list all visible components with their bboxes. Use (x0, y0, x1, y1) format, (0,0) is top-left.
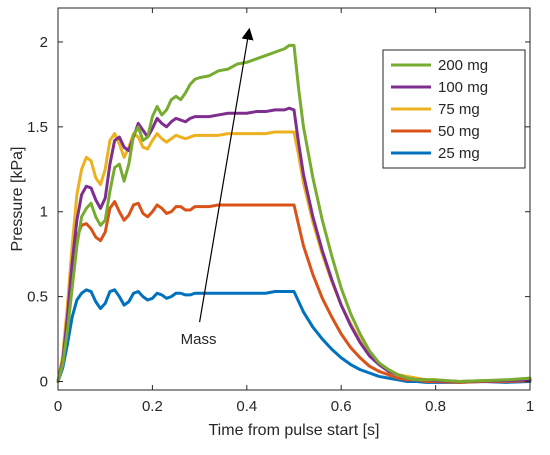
x-tick-label: 0.4 (236, 398, 257, 415)
legend-entry: 25 mg (438, 145, 480, 162)
x-tick-label: 0 (54, 398, 62, 415)
legend-entry: 100 mg (438, 79, 488, 96)
y-tick-label: 1.5 (27, 119, 48, 136)
series-line-50-mg (56, 200, 532, 384)
y-tick-label: 0 (40, 374, 48, 391)
x-axis-label: Time from pulse start [s] (209, 422, 380, 439)
legend-entry: 200 mg (438, 57, 488, 74)
legend-entry: 75 mg (438, 101, 480, 118)
series-layer (56, 43, 532, 384)
annotation-arrow (199, 27, 254, 323)
legend-entry: 50 mg (438, 123, 480, 140)
y-tick-label: 0.5 (27, 289, 48, 306)
y-axis-label: Pressure [kPa] (9, 147, 26, 252)
x-tick-label: 1 (526, 398, 534, 415)
y-tick-label: 2 (40, 34, 48, 51)
plot-frame (57, 7, 531, 391)
series-line-200-mg (56, 43, 532, 384)
annotation-label: Mass (181, 331, 217, 348)
tick-layer: 0 0.2 0.4 0.6 0.8 1 0 0.5 1 1.5 2 (27, 8, 534, 415)
annotation-layer: Mass (181, 27, 254, 348)
x-tick-label: 0.2 (142, 398, 163, 415)
x-tick-label: 0.6 (331, 398, 352, 415)
legend: 200 mg 100 mg 75 mg 50 mg 25 mg (382, 49, 526, 169)
y-tick-label: 1 (40, 204, 48, 221)
x-tick-label: 0.8 (425, 398, 446, 415)
